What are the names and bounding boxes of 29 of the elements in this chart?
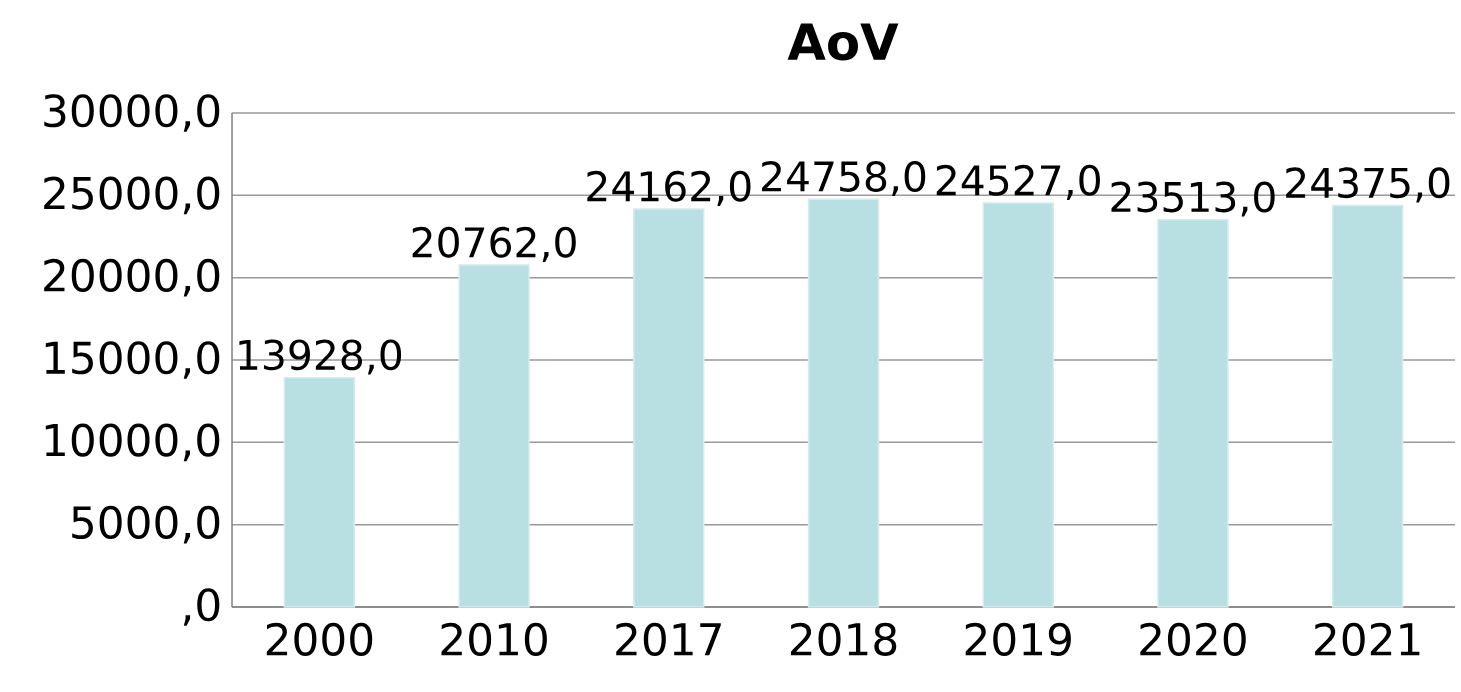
y-tick-label: 15000,0 — [45, 341, 220, 379]
data-label: 13928,0 — [239, 339, 402, 375]
bar — [458, 264, 530, 608]
data-label: 24527,0 — [936, 164, 1100, 200]
data-label: 23513,0 — [1111, 181, 1275, 217]
x-tick-label: 2000 — [266, 622, 373, 656]
y-tick-label: 30000,0 — [44, 94, 220, 132]
y-tick-label: 25000,0 — [44, 176, 220, 215]
bar — [982, 202, 1054, 608]
x-tick-label: 2018 — [790, 622, 897, 656]
y-tick-label: ,0 — [183, 588, 220, 626]
data-label: 24162,0 — [587, 170, 751, 206]
bar — [1157, 219, 1229, 608]
data-label: 20762,0 — [412, 226, 576, 262]
x-tick-label: 2017 — [616, 622, 721, 656]
data-label: 24375,0 — [1286, 167, 1450, 203]
x-tick-label: 2021 — [1315, 622, 1420, 656]
y-tick-label: 5000,0 — [72, 505, 220, 544]
x-tick-label: 2019 — [965, 622, 1071, 656]
bar — [1331, 204, 1404, 608]
bar — [807, 198, 880, 608]
y-tick-label: 10000,0 — [45, 423, 220, 462]
x-tick-label: 2010 — [441, 622, 547, 656]
data-label: 24758,0 — [762, 161, 926, 197]
bar — [633, 208, 705, 608]
x-tick-label: 2020 — [1140, 622, 1246, 656]
bar — [283, 376, 356, 608]
chart-title: AoV — [787, 23, 899, 61]
y-tick-label: 20000,0 — [44, 258, 220, 297]
